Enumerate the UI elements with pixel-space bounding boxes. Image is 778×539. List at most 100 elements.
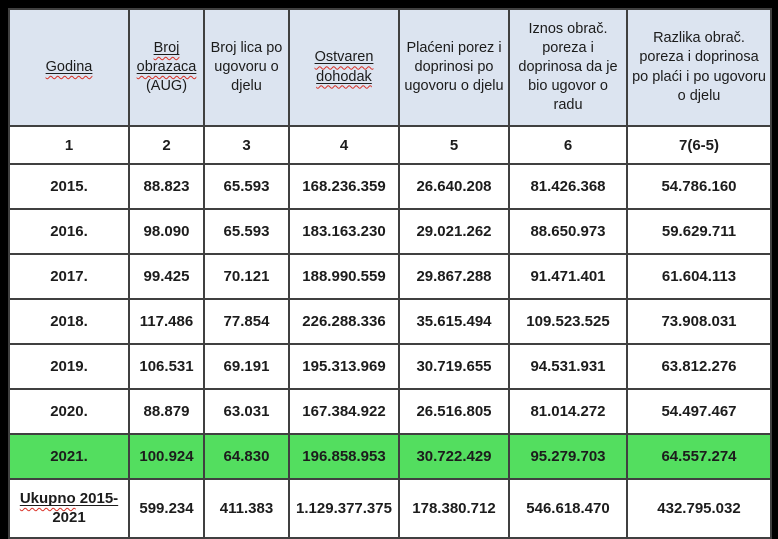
- data-cell-col-5: 30.722.429: [398, 433, 510, 480]
- row-label: Ukupno 2015- 2021: [8, 478, 130, 539]
- data-cell-col-3: 65.593: [203, 208, 290, 255]
- data-cell-col-5: 178.380.712: [398, 478, 510, 539]
- data-cell-col-2: 599.234: [128, 478, 205, 539]
- data-cell-col-7: 59.629.711: [626, 208, 772, 255]
- text-segment: Razlika obrač. poreza i doprinosa po pla…: [632, 30, 766, 104]
- underlined-text: Ukupno: [20, 490, 76, 507]
- data-cell-col-6: 91.471.401: [508, 253, 628, 300]
- underlined-text: 2015-: [75, 489, 119, 507]
- data-cell-col-3: 64.830: [203, 433, 290, 480]
- text-segment: 2017.: [50, 268, 88, 285]
- text-segment: Broj obrazaca: [136, 39, 197, 75]
- data-cell-col-7: 61.604.113: [626, 253, 772, 300]
- data-cell-col-5: 30.719.655: [398, 343, 510, 390]
- data-cell-col-7: 73.908.031: [626, 298, 772, 345]
- data-cell-col-4: 1.129.377.375: [288, 478, 400, 539]
- text-segment: Broj lica po ugovoru o djelu: [210, 39, 283, 95]
- data-cell-col-3: 77.854: [203, 298, 290, 345]
- data-cell-col-2: 88.823: [128, 163, 205, 210]
- table-row: 2015. 88.823 65.593 168.236.359 26.640.208 81…: [8, 163, 772, 210]
- text-segment: (AUG): [145, 78, 188, 95]
- column-number-3: 3: [203, 125, 290, 165]
- text-segment: 2015-: [75, 489, 119, 507]
- column-header-7: Razlika obrač. poreza i doprinosa po pla…: [626, 8, 772, 127]
- table-row: 2018. 117.486 77.854 226.288.336 35.615.494 1…: [8, 298, 772, 345]
- data-cell-col-7: 54.786.160: [626, 163, 772, 210]
- data-cell-col-5: 26.640.208: [398, 163, 510, 210]
- tax-contributions-table: Godina Broj obrazaca (AUG) Broj lica po ug…: [8, 8, 772, 539]
- text-segment: 2015.: [50, 178, 88, 195]
- row-label: 2021.: [8, 433, 130, 480]
- data-cell-col-6: 109.523.525: [508, 298, 628, 345]
- data-cell-col-6: 95.279.703: [508, 433, 628, 480]
- column-number-6: 6: [508, 125, 628, 165]
- data-cell-col-5: 35.615.494: [398, 298, 510, 345]
- table-body: 2015. 88.823 65.593 168.236.359 26.640.208 81…: [8, 163, 772, 539]
- column-header-2: Broj obrazaca (AUG): [128, 8, 205, 127]
- data-cell-col-3: 63.031: [203, 388, 290, 435]
- text-segment: Plaćeni porez i doprinosi po ugovoru o d…: [404, 39, 504, 95]
- text-segment: 2020.: [50, 403, 88, 420]
- text-segment: Iznos obrač. poreza i doprinosa da je bi…: [518, 20, 618, 114]
- data-cell-col-5: 29.867.288: [398, 253, 510, 300]
- data-cell-col-3: 69.191: [203, 343, 290, 390]
- row-label: 2020.: [8, 388, 130, 435]
- column-number-1: 1: [8, 125, 130, 165]
- row-label: 2016.: [8, 208, 130, 255]
- data-cell-col-4: 188.990.559: [288, 253, 400, 300]
- column-number-7: 7(6-5): [626, 125, 772, 165]
- data-cell-col-6: 81.014.272: [508, 388, 628, 435]
- text-segment: Ukupno: [19, 489, 76, 507]
- document-page: Godina Broj obrazaca (AUG) Broj lica po ug…: [8, 8, 772, 539]
- header-row: Godina Broj obrazaca (AUG) Broj lica po ug…: [8, 8, 772, 127]
- data-cell-col-4: 168.236.359: [288, 163, 400, 210]
- data-cell-col-3: 70.121: [203, 253, 290, 300]
- data-cell-col-4: 195.313.969: [288, 343, 400, 390]
- data-cell-col-3: 411.383: [203, 478, 290, 539]
- text-segment: 2021: [52, 508, 86, 526]
- data-cell-col-4: 196.858.953: [288, 433, 400, 480]
- column-header-4: Ostvaren dohodak: [288, 8, 400, 127]
- data-cell-col-6: 546.618.470: [508, 478, 628, 539]
- row-label: 2015.: [8, 163, 130, 210]
- total-row: Ukupno 2015- 2021 599.234 411.383 1.129.377.…: [8, 478, 772, 539]
- table-row: 2016. 98.090 65.593 183.163.230 29.021.262 88…: [8, 208, 772, 255]
- data-cell-col-4: 167.384.922: [288, 388, 400, 435]
- data-cell-col-3: 65.593: [203, 163, 290, 210]
- data-cell-col-7: 64.557.274: [626, 433, 772, 480]
- text-segment: 2016.: [50, 223, 88, 240]
- text-segment: 2021.: [50, 448, 88, 465]
- data-cell-col-2: 98.090: [128, 208, 205, 255]
- table-row: 2021. 100.924 64.830 196.858.953 30.722.429 9…: [8, 433, 772, 480]
- text-segment: 2018.: [50, 313, 88, 330]
- data-cell-col-2: 100.924: [128, 433, 205, 480]
- table-row: 2020. 88.879 63.031 167.384.922 26.516.805 81…: [8, 388, 772, 435]
- table-row: 2017. 99.425 70.121 188.990.559 29.867.288 91…: [8, 253, 772, 300]
- row-label: 2018.: [8, 298, 130, 345]
- column-number-2: 2: [128, 125, 205, 165]
- underlined-text: Broj obrazaca: [137, 40, 197, 75]
- text-segment: Ostvaren dohodak: [314, 49, 374, 85]
- data-cell-col-6: 88.650.973: [508, 208, 628, 255]
- data-cell-col-5: 26.516.805: [398, 388, 510, 435]
- data-cell-col-7: 63.812.276: [626, 343, 772, 390]
- row-label: 2017.: [8, 253, 130, 300]
- column-number-5: 5: [398, 125, 510, 165]
- data-cell-col-2: 117.486: [128, 298, 205, 345]
- data-cell-col-4: 226.288.336: [288, 298, 400, 345]
- text-segment: Godina: [45, 58, 93, 75]
- text-segment: 2019.: [50, 358, 88, 375]
- row-label: 2019.: [8, 343, 130, 390]
- data-cell-col-2: 99.425: [128, 253, 205, 300]
- underlined-text: Ostvaren dohodak: [315, 49, 374, 84]
- data-cell-col-4: 183.163.230: [288, 208, 400, 255]
- column-number-row: 1 2 3 4 5 6 7(6-5): [8, 125, 772, 165]
- table-row: 2019. 106.531 69.191 195.313.969 30.719.655 9…: [8, 343, 772, 390]
- data-cell-col-7: 54.497.467: [626, 388, 772, 435]
- data-cell-col-5: 29.021.262: [398, 208, 510, 255]
- data-cell-col-7: 432.795.032: [626, 478, 772, 539]
- data-cell-col-6: 94.531.931: [508, 343, 628, 390]
- underlined-text: Godina: [46, 59, 93, 75]
- data-cell-col-6: 81.426.368: [508, 163, 628, 210]
- column-header-1: Godina: [8, 8, 130, 127]
